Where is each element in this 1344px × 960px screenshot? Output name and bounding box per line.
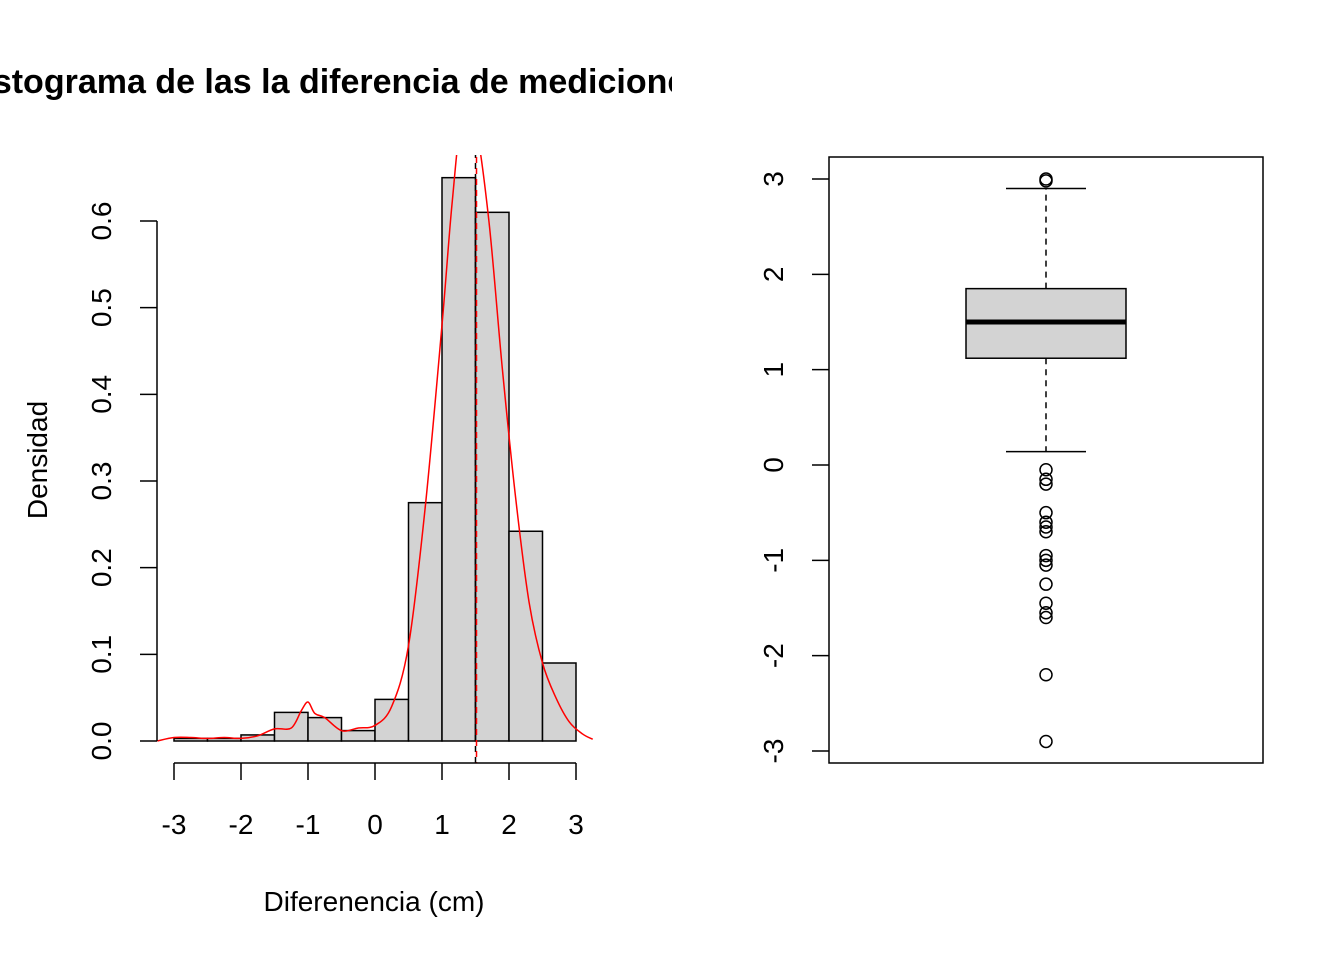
- histogram-x-axis: -3 -2 -1 0 1 2 3: [162, 762, 584, 840]
- outlier-point: [1039, 596, 1053, 610]
- boxplot-y-tick-label: 2: [758, 267, 789, 283]
- density-curve: [157, 155, 594, 742]
- outlier-point: [1039, 524, 1053, 539]
- histogram-bar-11: [508, 530, 544, 742]
- histogram-x-tick-label: 2: [501, 809, 517, 840]
- histogram-bar-10: [474, 211, 510, 742]
- outlier-point: [1039, 610, 1053, 625]
- boxplot-frame: [828, 156, 1264, 764]
- outlier-point: [1039, 472, 1053, 487]
- outlier-point: [1039, 515, 1053, 529]
- outlier-point: [1039, 553, 1053, 568]
- histogram-y-label: Densidad: [22, 401, 53, 519]
- outlier-point: [1039, 577, 1053, 591]
- boxplot-y-tick-label: -1: [758, 548, 789, 573]
- histogram-x-label: Diferenencia (cm): [264, 886, 485, 917]
- histogram-x-tick-label: 3: [568, 809, 584, 840]
- outlier-point: [1039, 520, 1053, 534]
- boxplot-panel: -3 -2 -1 0 1 2 3: [758, 156, 1264, 764]
- histogram-y-tick-label: 0.4: [86, 375, 117, 414]
- outlier-point: [1039, 734, 1053, 749]
- outlier-point: [1039, 463, 1053, 477]
- histogram-bar-12: [541, 662, 577, 742]
- histogram-y-axis: 0.0 0.1 0.2 0.3 0.4 0.5 0.6: [86, 202, 158, 761]
- histogram-x-tick-label: -3: [162, 809, 187, 840]
- histogram-x-tick-label: 1: [434, 809, 450, 840]
- histogram-panel: Histograma de las la diferencia de medic…: [0, 63, 705, 917]
- outlier-point: [1039, 505, 1053, 520]
- boxplot-outliers: [1039, 172, 1053, 749]
- histogram-x-tick-label: -1: [296, 809, 321, 840]
- histogram-title: Histograma de las la diferencia de medic…: [0, 63, 705, 101]
- histogram-y-tick-label: 0.0: [86, 722, 117, 761]
- histogram-reference-lines: [474, 155, 478, 763]
- outlier-point: [1039, 606, 1053, 620]
- histogram-bar-4: [273, 711, 309, 742]
- boxplot-y-tick-label: 3: [758, 171, 789, 187]
- histogram-x-tick-label: -2: [229, 809, 254, 840]
- boxplot-y-tick-label: -2: [758, 643, 789, 668]
- outlier-point: [1039, 477, 1053, 491]
- outlier-point: [1039, 548, 1053, 563]
- histogram-bars: [173, 176, 577, 742]
- density-curve-group: [157, 155, 594, 742]
- histogram-y-tick-label: 0.6: [86, 202, 117, 241]
- histogram-y-tick-label: 0.1: [86, 635, 117, 674]
- boxplot-y-tick-label: 0: [758, 457, 789, 473]
- histogram-x-tick-label: 0: [367, 809, 383, 840]
- histogram-bar-6: [340, 729, 376, 742]
- outlier-point: [1039, 667, 1053, 682]
- histogram-bar-5: [307, 716, 343, 742]
- boxplot-y-axis: -3 -2 -1 0 1 2 3: [758, 171, 829, 763]
- outlier-point: [1039, 558, 1053, 572]
- histogram-bar-8: [407, 501, 443, 742]
- histogram-y-tick-label: 0.5: [86, 288, 117, 327]
- histogram-bar-9: [441, 176, 477, 742]
- outlier-point: [1039, 174, 1053, 188]
- histogram-y-tick-label: 0.3: [86, 462, 117, 501]
- histogram-y-tick-label: 0.2: [86, 548, 117, 587]
- boxplot-y-tick-label: -3: [758, 739, 789, 764]
- boxplot-y-tick-label: 1: [758, 362, 789, 378]
- boxplot-body: [965, 187, 1127, 453]
